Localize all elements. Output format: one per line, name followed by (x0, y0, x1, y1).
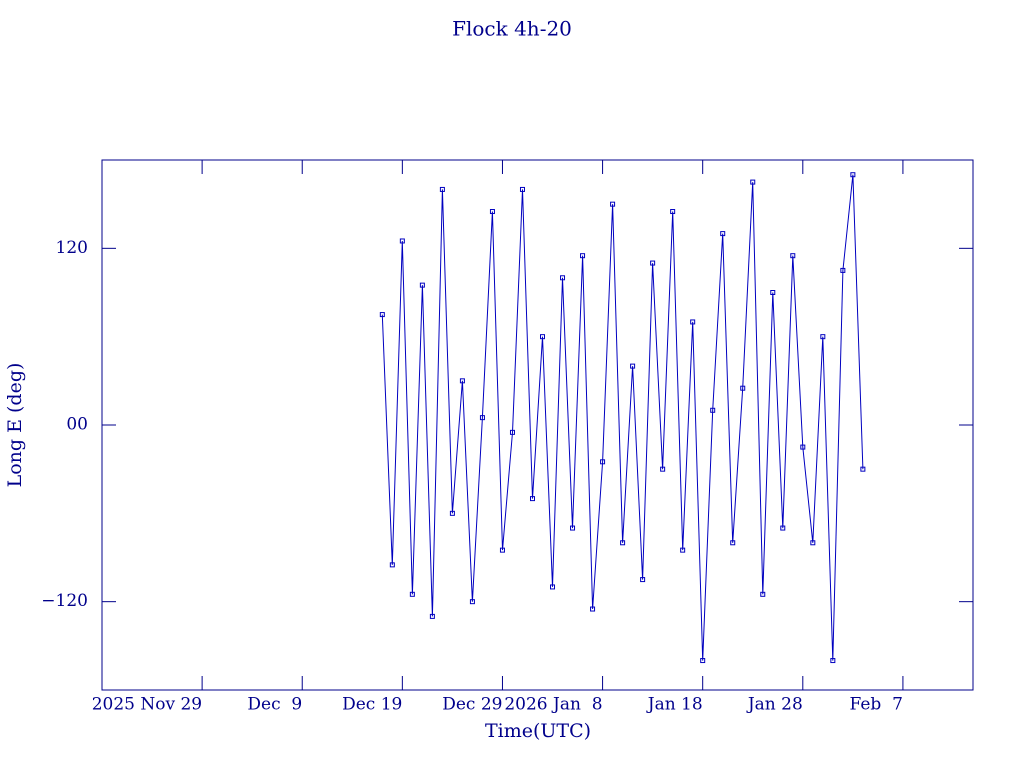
x-tick-label: Dec 19 (342, 695, 402, 715)
data-point (419, 282, 425, 288)
data-point (469, 599, 475, 605)
data-point (459, 378, 465, 384)
data-point (730, 540, 736, 546)
x-tick-label: 2026 Jan 8 (504, 695, 602, 715)
data-point (379, 312, 385, 318)
data-point (780, 525, 786, 531)
x-tick-label: Dec 29 (442, 695, 502, 715)
data-point (499, 547, 505, 553)
chart-title: Flock 4h-20 (452, 17, 572, 41)
data-point (760, 591, 766, 597)
data-point (850, 172, 856, 178)
data-point (720, 231, 726, 237)
data-point (620, 540, 626, 546)
y-tick-label: −120 (41, 591, 88, 611)
data-point (600, 459, 606, 465)
x-tick-label: Jan 28 (746, 695, 803, 715)
data-point (700, 658, 706, 664)
data-point (840, 267, 846, 273)
x-axis-title: Time(UTC) (485, 720, 591, 742)
data-point (529, 496, 535, 502)
data-point (560, 275, 566, 281)
data-point (429, 613, 435, 619)
data-point (550, 584, 556, 590)
y-tick-label: 120 (56, 238, 88, 258)
y-axis-title: Long E (deg) (4, 363, 26, 488)
data-point (479, 415, 485, 421)
data-point (680, 547, 686, 553)
x-tick-label: Feb 7 (849, 695, 902, 715)
series-line (381, 174, 864, 661)
data-point (489, 209, 495, 215)
data-point (439, 186, 445, 192)
data-point (650, 260, 656, 266)
data-point (660, 466, 666, 472)
x-tick-label: 2025 Nov 29 (92, 695, 202, 715)
data-point (790, 253, 796, 259)
data-point (519, 186, 525, 192)
data-point (399, 238, 405, 244)
data-point (740, 385, 746, 391)
data-point (590, 606, 596, 612)
x-tick-label: Jan 18 (646, 695, 703, 715)
data-point (610, 201, 616, 207)
data-point (580, 253, 586, 259)
data-point (690, 319, 696, 325)
data-point (630, 363, 636, 369)
data-point (640, 577, 646, 583)
y-tick-label: 00 (66, 415, 88, 435)
data-point (409, 591, 415, 597)
data-point (570, 525, 576, 531)
data-point (389, 562, 395, 568)
data-point (750, 179, 756, 185)
data-point (770, 290, 776, 295)
data-point (540, 334, 546, 340)
data-point (509, 429, 515, 435)
data-point (800, 444, 806, 450)
data-point (670, 209, 676, 215)
data-point (860, 466, 866, 472)
data-point (810, 540, 816, 546)
data-point (820, 334, 826, 340)
data-point (830, 658, 836, 664)
data-point (449, 510, 455, 516)
x-tick-label: Dec 9 (247, 695, 302, 715)
data-point (710, 407, 716, 413)
